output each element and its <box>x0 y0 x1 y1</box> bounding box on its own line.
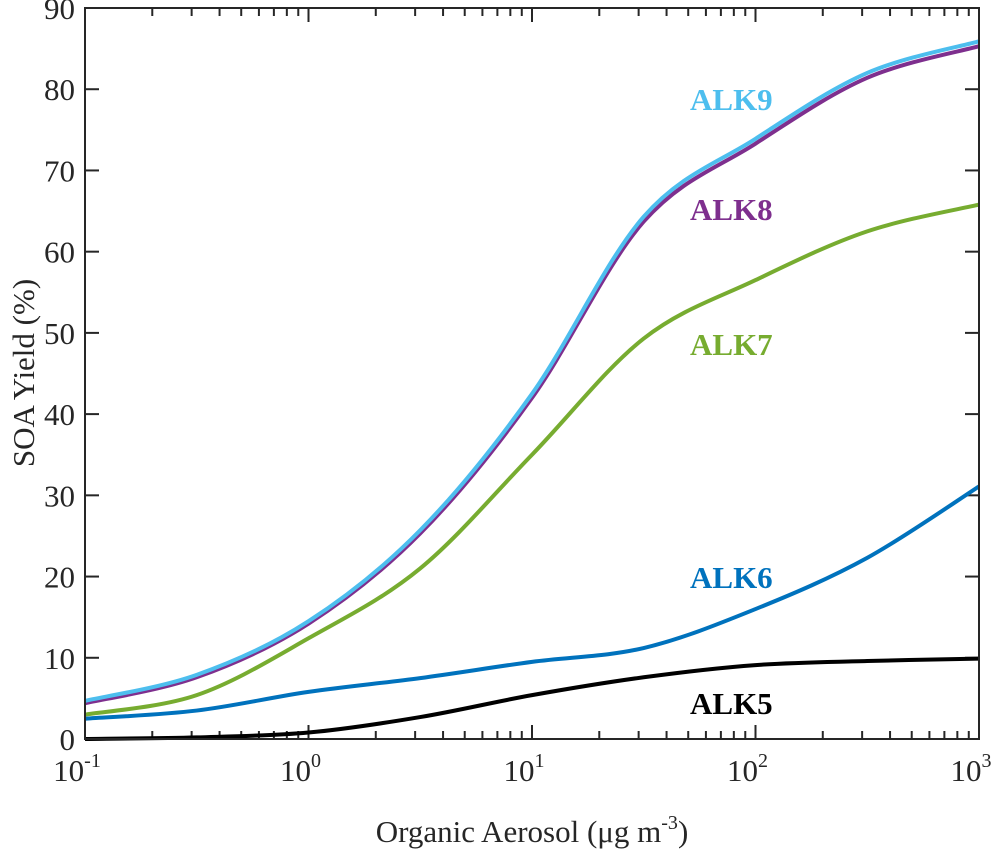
series-labels: ALK5 ALK6 ALK7 ALK8 ALK9 <box>690 82 773 721</box>
y-tick-label: 20 <box>44 560 75 595</box>
y-tick-label: 90 <box>44 0 75 26</box>
x-tick-label: 10-1 <box>53 750 101 788</box>
y-tick-label: 0 <box>60 722 76 757</box>
plot-frame <box>84 7 980 740</box>
y-tick-label: 60 <box>44 235 75 270</box>
series-label-alk8: ALK8 <box>690 192 773 227</box>
x-tick-label: 101 <box>504 750 545 788</box>
series-line-alk5 <box>84 656 980 741</box>
y-axis-label: SOA Yield (%) <box>6 279 41 467</box>
y-tick-label: 40 <box>44 397 75 432</box>
y-tick-label: 50 <box>44 316 75 351</box>
series-line-alk8 <box>84 44 980 706</box>
series-line-alk7 <box>84 202 980 717</box>
series-line-alk6 <box>84 484 981 721</box>
series-label-alk7: ALK7 <box>690 327 773 362</box>
x-tick-label: 100 <box>280 750 321 788</box>
x-tick-label: 103 <box>951 750 992 788</box>
x-tick-label: 102 <box>727 750 768 788</box>
y-tick-label: 30 <box>44 478 75 513</box>
series-label-alk6: ALK6 <box>690 560 773 595</box>
y-tick-label: 80 <box>44 72 75 107</box>
series-line-alk9 <box>84 39 980 703</box>
x-axis-label: Organic Aerosol (μg m-3) <box>376 812 689 849</box>
y-tick-label: 70 <box>44 153 75 188</box>
series-lines <box>84 39 981 741</box>
series-label-alk5: ALK5 <box>690 686 773 721</box>
series-label-alk9: ALK9 <box>690 82 773 117</box>
axis-ticks <box>84 7 979 740</box>
y-tick-label: 10 <box>44 641 75 676</box>
tick-labels: 10-1 100 101 102 103 0 10 20 30 40 50 60 70 80 90 <box>44 0 992 788</box>
